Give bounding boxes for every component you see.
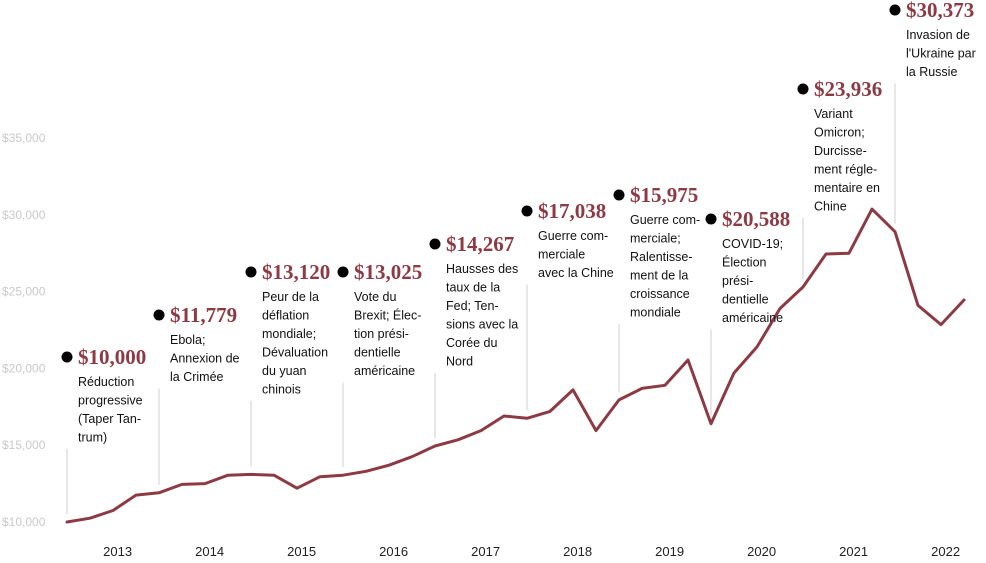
annotation-dot (797, 83, 809, 95)
annotation-value: $23,936 (814, 77, 882, 101)
annotation-value: $20,588 (722, 207, 790, 231)
annotation: $14,267 Hausses des taux de la Fed; Ten-sio… (429, 232, 518, 369)
annotation-text-line: la Russie (906, 65, 957, 79)
annotation: $10,000 Réduction progressive (Taper Tan-tr… (61, 345, 146, 445)
annotation: $15,975 Guerre com-merciale; Ralentisse-me… (613, 183, 700, 320)
annotation-text-line: tion prési- (354, 327, 409, 341)
annotation-leader-lines (66, 83, 896, 514)
y-tick-label: $20,000 (2, 361, 46, 375)
annotation-text-line: Durcisse- (814, 144, 867, 158)
annotation-text-line: mondiale; (262, 327, 316, 341)
annotation-text-line: Fed; Ten- (446, 299, 499, 313)
annotation-dot (521, 205, 533, 217)
annotation-text-line: Corée du (446, 336, 497, 350)
annotation-dot (337, 266, 349, 278)
y-tick-label: $10,000 (2, 515, 46, 529)
annotation-text-line: Ebola; (170, 333, 205, 347)
x-tick-label: 2020 (747, 544, 776, 559)
annotation: $17,038 Guerre com-merciale avec la Chine (521, 199, 614, 280)
annotation-text-line: taux de la (446, 281, 500, 295)
annotation-text-line: prési- (722, 274, 753, 288)
annotation-text-line: mondiale (630, 306, 681, 320)
annotation-value: $30,373 (906, 0, 974, 22)
annotation-text-line: progressive (78, 394, 143, 408)
annotation-text-line: Élection (722, 255, 767, 270)
annotation-text-line: Ralentisse- (630, 250, 693, 264)
x-tick-label: 2017 (471, 544, 500, 559)
y-tick-label: $25,000 (2, 285, 46, 299)
annotation-text-line: Réduction (78, 375, 134, 389)
x-tick-label: 2022 (931, 544, 960, 559)
annotation-text-line: américaine (722, 311, 783, 325)
annotation: $20,588 COVID-19; Élection prési-dentielle a… (705, 207, 790, 325)
y-tick-label: $35,000 (2, 131, 46, 145)
annotation-text-line: dentielle (722, 293, 769, 307)
annotation-text-line: Chine (814, 200, 847, 214)
annotation-dot (429, 238, 441, 250)
annotation-text-line: (Taper Tan- (78, 412, 141, 426)
y-tick-label: $30,000 (2, 208, 46, 222)
annotation-text-line: mentaire en (814, 181, 880, 195)
annotation: $13,120 Peur de la déflation mondiale; Déval… (245, 260, 330, 397)
x-tick-label: 2014 (195, 544, 224, 559)
annotation-dot (613, 189, 625, 201)
annotation-value: $13,025 (354, 260, 422, 284)
annotation-text-line: merciale (538, 248, 585, 262)
annotation-text-line: déflation (262, 309, 309, 323)
annotation-text-line: Guerre com- (630, 213, 700, 227)
annotation-text-line: Annexion de (170, 352, 240, 366)
annotation-text-line: Vote du (354, 290, 396, 304)
annotation-text-line: Peur de la (262, 290, 319, 304)
annotation-text-line: Dévaluation (262, 346, 328, 360)
annotation-value: $14,267 (446, 232, 514, 256)
annotation-text-line: ment de la (630, 269, 688, 283)
annotation-text-line: Hausses des (446, 262, 518, 276)
annotation: $13,025 Vote du Brexit; Élec-tion prési-de… (337, 260, 422, 378)
x-tick-label: 2015 (287, 544, 316, 559)
annotation: $23,936 Variant Omicron; Durcisse-ment régl… (797, 77, 882, 214)
x-tick-label: 2013 (103, 544, 132, 559)
annotation-text-line: américaine (354, 364, 415, 378)
annotation-text-line: la Crimée (170, 370, 224, 384)
annotation: $11,779 Ebola; Annexion de la Crimée (153, 303, 240, 384)
annotation-text-line: Variant (814, 107, 853, 121)
x-axis: 2013 2014 2015 2016 2017 2018 2019 2020 2021 2022 (103, 544, 960, 559)
x-tick-label: 2016 (379, 544, 408, 559)
x-tick-label: 2019 (655, 544, 684, 559)
annotation-value: $15,975 (630, 183, 698, 207)
annotations: $10,000 Réduction progressive (Taper Tan-tr… (61, 0, 976, 445)
annotation-text-line: du yuan (262, 364, 307, 378)
annotation-text-line: Brexit; Élec- (354, 308, 421, 323)
x-tick-label: 2021 (839, 544, 868, 559)
annotation-dot (889, 4, 901, 16)
annotation-text-line: sions avec la (446, 318, 518, 332)
annotation: $30,373 Invasion de l'Ukraine par la Russie (889, 0, 976, 79)
annotation-text-line: l'Ukraine par (906, 47, 976, 61)
annotation-dot (705, 213, 717, 225)
annotation-text-line: Invasion de (906, 28, 970, 42)
y-tick-label: $15,000 (2, 438, 46, 452)
annotation-text-line: Nord (446, 355, 473, 369)
annotation-text-line: ment régle- (814, 163, 877, 177)
annotation-value: $17,038 (538, 199, 606, 223)
annotation-value: $11,779 (170, 303, 237, 327)
x-tick-label: 2018 (563, 544, 592, 559)
annotation-text-line: dentielle (354, 346, 401, 360)
annotation-text-line: croissance (630, 287, 690, 301)
annotation-text-line: COVID-19; (722, 237, 783, 251)
annotation-text-line: Guerre com- (538, 229, 608, 243)
series-line-valeur (65, 207, 966, 524)
annotation-text-line: trum) (78, 431, 107, 445)
annotation-text-line: avec la Chine (538, 266, 614, 280)
annotation-dot (153, 309, 165, 321)
annotation-value: $13,120 (262, 260, 330, 284)
annotation-text-line: chinois (262, 383, 301, 397)
annotation-dot (61, 351, 73, 363)
annotation-text-line: Omicron; (814, 126, 865, 140)
annotation-text-line: merciale; (630, 232, 681, 246)
y-axis: $10,000 $15,000 $20,000 $25,000 $30,000 $35,0… (2, 131, 46, 529)
annotation-dot (245, 266, 257, 278)
annotation-value: $10,000 (78, 345, 146, 369)
